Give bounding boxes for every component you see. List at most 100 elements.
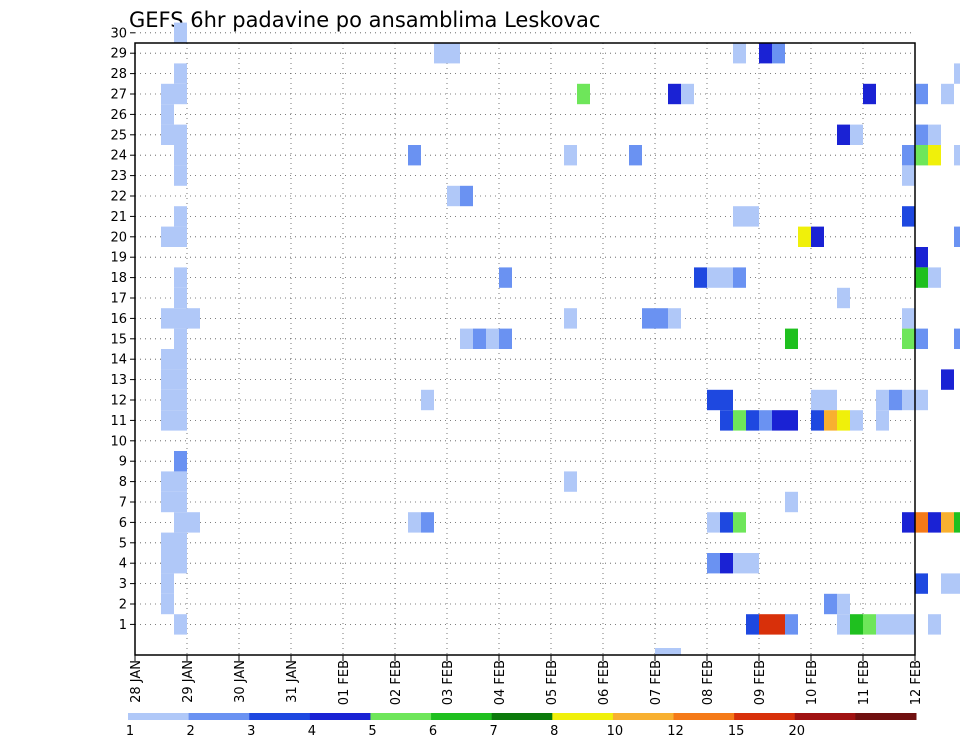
heatmap-cell <box>161 471 174 492</box>
y-tick-label: 29 <box>110 47 127 62</box>
heatmap-cell <box>785 491 798 513</box>
x-tick-label: 09 FEB <box>753 660 768 705</box>
heatmap-cell <box>161 532 174 553</box>
heatmap-cell <box>928 512 941 533</box>
heatmap-cell <box>941 512 954 533</box>
y-tick-label: 6 <box>119 516 127 531</box>
heatmap-cell <box>707 389 720 411</box>
heatmap-cell <box>486 328 499 349</box>
heatmap-cell <box>915 145 928 166</box>
heatmap-cell <box>785 614 798 635</box>
heatmap-cell <box>460 185 473 207</box>
heatmap-cell <box>798 226 811 247</box>
y-tick-label: 15 <box>110 332 127 347</box>
x-tick-label: 31 JAN <box>285 660 300 703</box>
heatmap-cell <box>772 614 785 635</box>
legend-label: 10 <box>607 724 624 739</box>
heatmap-cell <box>954 512 960 533</box>
heatmap-cell <box>811 389 824 411</box>
legend-label: 5 <box>368 724 376 739</box>
heatmap-cell <box>161 491 174 513</box>
heatmap-cell <box>720 389 733 411</box>
heatmap-cell <box>928 267 941 288</box>
heatmap-cell <box>174 512 187 533</box>
heatmap-cell <box>161 104 174 125</box>
heatmap-cell <box>876 389 889 411</box>
legend-swatch <box>249 713 311 720</box>
legend-swatch <box>794 713 856 720</box>
heatmap-cell <box>707 267 720 288</box>
heatmap-cell <box>811 410 824 431</box>
heatmap-cell <box>174 491 187 513</box>
y-tick-label: 23 <box>110 169 127 184</box>
x-tick-label: 29 JAN <box>181 660 196 703</box>
x-tick-label: 05 FEB <box>545 660 560 705</box>
heatmap-cell <box>837 410 850 431</box>
y-tick-label: 20 <box>110 230 127 245</box>
heatmap-cell <box>460 328 473 349</box>
y-tick-label: 10 <box>110 434 127 449</box>
heatmap-cell <box>473 328 486 349</box>
x-tick-label: 06 FEB <box>597 660 612 705</box>
heatmap-cell <box>720 410 733 431</box>
heatmap-cell <box>733 410 746 431</box>
heatmap-cell <box>850 410 863 431</box>
heatmap-cell <box>161 83 174 105</box>
legend-label: 6 <box>429 724 437 739</box>
heatmap-cell <box>902 389 915 411</box>
legend-swatch <box>673 713 735 720</box>
heatmap-cell <box>902 145 915 166</box>
heatmap-cell <box>954 328 960 349</box>
heatmap-cell <box>759 43 772 64</box>
heatmap-cell <box>174 328 187 349</box>
heatmap-cell <box>915 247 928 268</box>
legend-label: 7 <box>490 724 498 739</box>
heatmap-cell <box>174 349 187 370</box>
heatmap-cell <box>174 410 187 431</box>
legend-swatch <box>491 713 553 720</box>
heatmap-cell <box>785 410 798 431</box>
heatmap-cell <box>902 614 915 635</box>
heatmap-cell <box>174 206 187 227</box>
heatmap-cell <box>824 593 837 615</box>
heatmap-cell <box>668 648 681 655</box>
heatmap-cell <box>915 328 928 349</box>
heatmap-cell <box>772 43 785 64</box>
chart-title: GEFS 6hr padavine po ansamblima Leskovac <box>129 8 600 32</box>
heatmap-cell <box>174 165 187 186</box>
heatmap-cell <box>707 512 720 533</box>
legend-label: 15 <box>728 724 745 739</box>
heatmap-cell <box>499 267 512 288</box>
heatmap-cell <box>837 287 850 309</box>
heatmap-cell <box>772 410 785 431</box>
heatmap-cell <box>174 614 187 635</box>
y-tick-label: 13 <box>110 373 127 388</box>
heatmap-cell <box>928 124 941 145</box>
x-tick-label: 02 FEB <box>389 660 404 705</box>
y-axis: 3029282726252423222120191817161514131211… <box>110 26 135 633</box>
y-tick-label: 26 <box>110 108 127 123</box>
heatmap-cell <box>941 83 954 105</box>
x-tick-label: 30 JAN <box>233 660 248 703</box>
heatmap-cell <box>161 389 174 411</box>
heatmap-cell <box>174 287 187 309</box>
heatmap-cell <box>824 410 837 431</box>
heatmap-cell <box>720 512 733 533</box>
legend-swatch <box>552 713 614 720</box>
heatmap-cell <box>447 185 460 207</box>
legend-label: 3 <box>247 724 255 739</box>
legend-label: 2 <box>186 724 194 739</box>
heatmap-cell <box>811 226 824 247</box>
heatmap-cell <box>902 328 915 349</box>
x-tick-label: 08 FEB <box>701 660 716 705</box>
heatmap-cell <box>733 553 746 574</box>
heatmap-cell <box>174 532 187 553</box>
heatmap-cell <box>174 308 187 329</box>
heatmap-cell <box>902 512 915 533</box>
heatmap-cell <box>850 124 863 145</box>
heatmap-cell <box>876 614 889 635</box>
heatmap-cell <box>161 349 174 370</box>
heatmap-cell <box>642 308 655 329</box>
y-tick-label: 27 <box>110 88 127 103</box>
